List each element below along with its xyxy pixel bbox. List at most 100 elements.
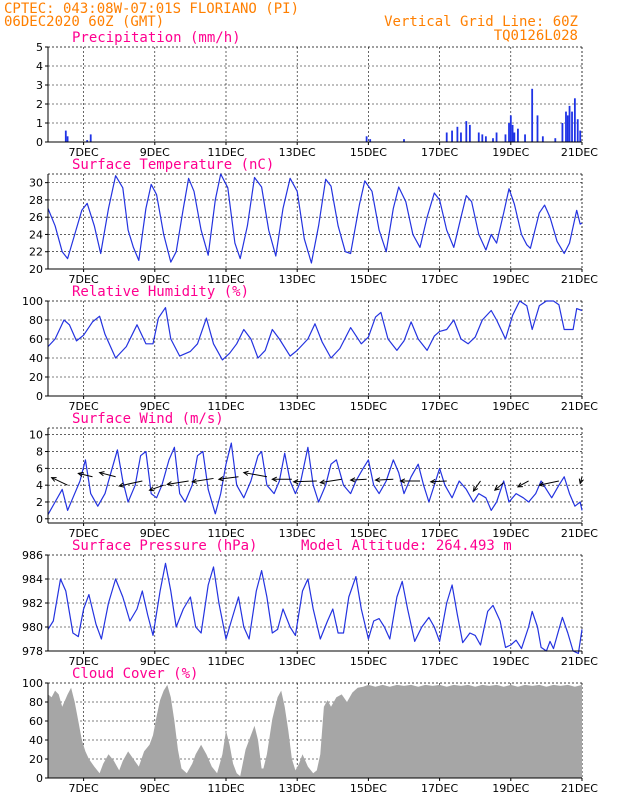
precipitation-bar xyxy=(495,132,498,142)
precipitation-ytick-label: 5 xyxy=(36,41,43,54)
wind-xtick-label: 17DEC xyxy=(421,527,458,540)
cloud-xtick-label: 13DEC xyxy=(279,782,316,795)
humidity-xtick-label: 19DEC xyxy=(492,400,529,413)
temperature-xtick-label: 19DEC xyxy=(492,273,529,286)
humidity-ytick-label: 40 xyxy=(29,352,43,365)
precipitation-xtick-label: 15DEC xyxy=(350,146,387,159)
wind-ytick-label: 10 xyxy=(29,429,43,442)
temperature-ytick-label: 30 xyxy=(29,177,43,190)
cloud-xtick-label: 21DEC xyxy=(561,782,598,795)
wind-arrow xyxy=(516,480,529,488)
wind-arrow xyxy=(98,471,116,478)
header-code: TQ0126L028 xyxy=(494,28,578,44)
wind-arrow xyxy=(319,478,342,485)
cloud-ytick-label: 60 xyxy=(29,715,43,728)
humidity-title: Relative Humidity (%) xyxy=(72,284,249,300)
humidity-line xyxy=(47,300,583,361)
wind-grid xyxy=(48,428,582,523)
precipitation-bar xyxy=(460,132,462,142)
wind-xtick-label: 7DEC xyxy=(69,527,99,540)
precipitation-bar xyxy=(465,121,468,142)
wind-arrow xyxy=(538,480,559,487)
pressure-ytick-label: 984 xyxy=(22,573,43,586)
precipitation-bar xyxy=(573,98,576,142)
temperature-ytick-label: 22 xyxy=(29,246,43,259)
precipitation-bar xyxy=(492,138,494,142)
header-date: 06DEC2020 60Z (GMT) xyxy=(4,14,164,30)
temperature-xtick-label: 7DEC xyxy=(69,273,99,286)
precipitation-bar xyxy=(365,136,368,142)
temperature-xtick-label: 17DEC xyxy=(421,273,458,286)
pressure-annotation: Model Altitude: 264.493 m xyxy=(301,538,512,554)
precipitation-ytick-label: 0 xyxy=(36,136,43,149)
panel-wind: Surface Wind (m/s) 0 2 4 6 8 10 7DEC 9DEC 11DEC 13… xyxy=(29,411,598,540)
precipitation-bar xyxy=(531,88,534,142)
precipitation-bar xyxy=(89,134,92,142)
pressure-xtick-label: 21DEC xyxy=(561,655,598,668)
wind-xtick-label: 19DEC xyxy=(492,527,529,540)
wind-arrow xyxy=(493,482,505,491)
precipitation-xtick-label: 11DEC xyxy=(207,146,244,159)
humidity-ytick-label: 20 xyxy=(29,371,43,384)
pressure-grid xyxy=(48,555,582,651)
precipitation-bar xyxy=(566,115,569,142)
wind-ytick-label: 8 xyxy=(36,446,43,459)
wind-arrow xyxy=(191,477,214,484)
precipitation-bar xyxy=(568,105,571,142)
precipitation-bar xyxy=(576,119,579,142)
precipitation-bar xyxy=(481,134,484,142)
cloud-xtick-label: 9DEC xyxy=(140,782,170,795)
precipitation-bar xyxy=(477,132,480,142)
precipitation-bar xyxy=(64,130,67,142)
humidity-xtick-label: 9DEC xyxy=(140,400,170,413)
humidity-xtick-label: 21DEC xyxy=(561,400,598,413)
panel-temperature: Surface Temperature (nC) 20 22 24 26 28 30 7DEC… xyxy=(29,157,598,286)
wind-arrow xyxy=(217,476,239,482)
precipitation-bar xyxy=(579,130,582,142)
cloud-xtick-label: 11DEC xyxy=(207,782,244,795)
humidity-xtick-label: 15DEC xyxy=(350,400,387,413)
wind-arrow xyxy=(77,471,93,478)
wind-arrow xyxy=(399,478,421,484)
cloud-ytick-label: 0 xyxy=(36,772,43,785)
panel-pressure: Surface Pressure (hPa) Model Altitude: 26… xyxy=(22,538,598,668)
precipitation-bar xyxy=(445,132,448,142)
wind-ytick-label: 0 xyxy=(36,513,43,526)
precipitation-grid xyxy=(48,47,582,142)
wind-arrow xyxy=(578,476,584,485)
wind-title: Surface Wind (m/s) xyxy=(72,411,224,427)
wind-ytick-label: 6 xyxy=(36,462,43,475)
pressure-ytick-label: 978 xyxy=(22,645,43,658)
temperature-ytick-label: 28 xyxy=(29,194,43,207)
humidity-xtick-label: 17DEC xyxy=(421,400,458,413)
wind-arrow xyxy=(374,477,394,483)
precipitation-bar xyxy=(369,139,372,142)
wind-arrow xyxy=(166,480,189,487)
temperature-xtick-label: 15DEC xyxy=(350,273,387,286)
pressure-xtick-label: 7DEC xyxy=(69,655,99,668)
humidity-xtick-label: 11DEC xyxy=(207,400,244,413)
wind-ytick-label: 2 xyxy=(36,496,43,509)
precipitation-bar xyxy=(504,134,507,142)
humidity-xtick-label: 7DEC xyxy=(69,400,99,413)
humidity-ytick-label: 80 xyxy=(29,314,43,327)
precipitation-bar xyxy=(571,111,573,142)
panel-cloud: Cloud Cover (%) 0 20 40 60 80 100 7DEC 9DEC 11DEC… xyxy=(22,666,598,795)
wind-ytick-label: 4 xyxy=(36,479,43,492)
precipitation-bar xyxy=(513,132,516,142)
wind-arrow xyxy=(50,477,68,486)
precipitation-ytick-label: 3 xyxy=(36,79,43,92)
precipitation-bar xyxy=(451,130,453,142)
precipitation-bar xyxy=(536,115,539,142)
cloud-xtick-label: 15DEC xyxy=(350,782,387,795)
pressure-ytick-label: 986 xyxy=(22,549,43,562)
precipitation-bar xyxy=(517,128,519,142)
cloud-title: Cloud Cover (%) xyxy=(72,666,198,682)
precipitation-bar xyxy=(456,126,459,142)
cloud-xtick-label: 17DEC xyxy=(421,782,458,795)
pressure-xtick-label: 9DEC xyxy=(140,655,170,668)
wind-arrow xyxy=(118,480,143,488)
pressure-xtick-label: 19DEC xyxy=(492,655,529,668)
precipitation-xtick-label: 19DEC xyxy=(492,146,529,159)
